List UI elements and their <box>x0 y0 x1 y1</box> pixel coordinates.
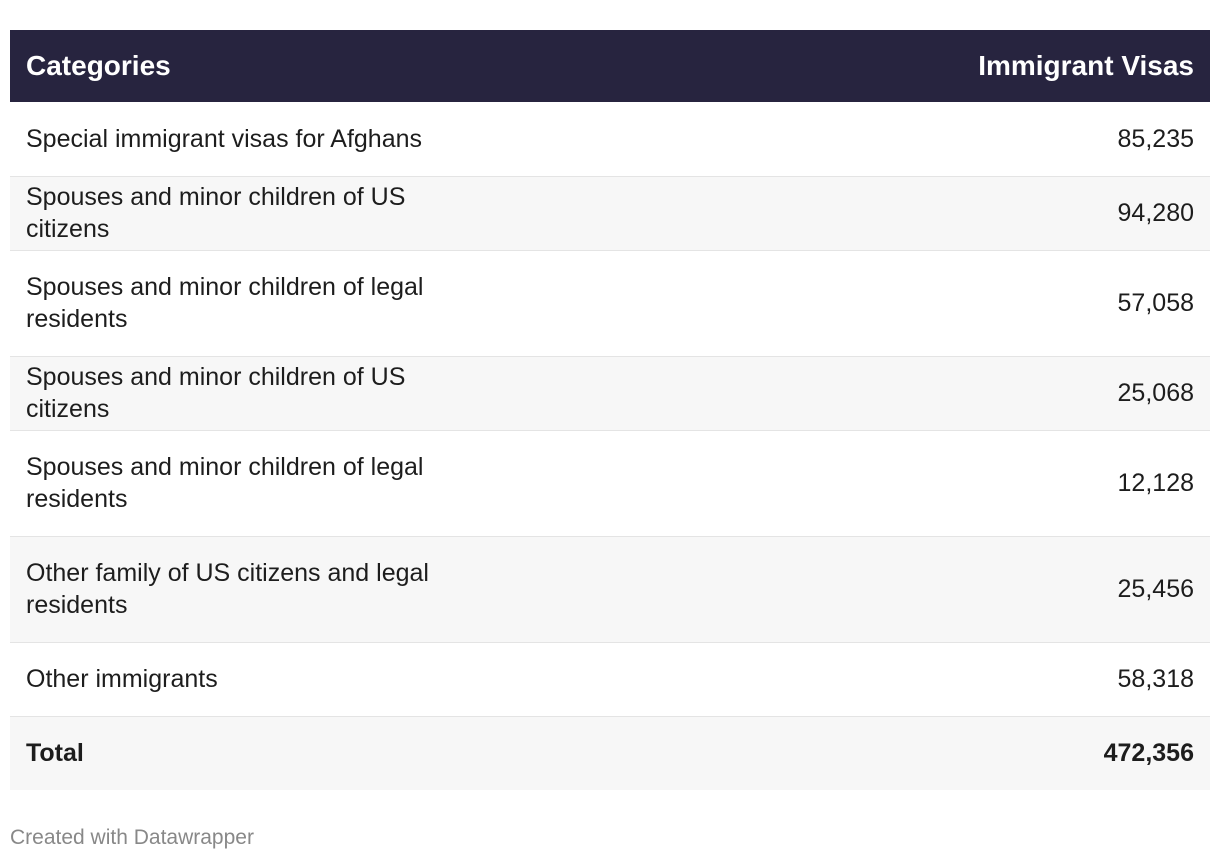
category-text: Spouses and minor children of legal resi… <box>26 453 424 513</box>
category-cell: Spouses and minor children of US citizen… <box>10 176 910 251</box>
total-value: 472,356 <box>910 716 1210 790</box>
value-cell: 25,456 <box>910 536 1210 643</box>
category-text: Other immigrants <box>26 665 218 693</box>
table-row: Spouses and minor children of legal resi… <box>10 250 1210 357</box>
category-text: Spouses and minor children of US citizen… <box>26 363 406 423</box>
value-cell: 25,068 <box>910 356 1210 431</box>
header-row: Categories Immigrant Visas <box>10 30 1210 102</box>
data-table: Categories Immigrant Visas Special immig… <box>10 30 1210 790</box>
table-header: Categories Immigrant Visas <box>10 30 1210 102</box>
value-cell: 58,318 <box>910 642 1210 717</box>
value-cell: 94,280 <box>910 176 1210 251</box>
category-text: Spouses and minor children of legal resi… <box>26 273 424 333</box>
table-row: Spouses and minor children of US citizen… <box>10 356 1210 431</box>
table-row: Spouses and minor children of US citizen… <box>10 176 1210 251</box>
datawrapper-credit[interactable]: Created with Datawrapper <box>10 826 254 849</box>
table-row: Other family of US citizens and legal re… <box>10 536 1210 643</box>
total-label: Total <box>10 716 910 790</box>
table-row: Other immigrants 58,318 <box>10 642 1210 717</box>
column-header-immigrant-visas[interactable]: Immigrant Visas <box>910 30 1210 102</box>
category-cell: Special immigrant visas for Afghans <box>10 102 910 177</box>
category-text: Spouses and minor children of US citizen… <box>26 183 406 243</box>
column-header-categories[interactable]: Categories <box>10 30 910 102</box>
data-table-container: Categories Immigrant Visas Special immig… <box>10 30 1210 790</box>
category-cell: Spouses and minor children of legal resi… <box>10 430 910 537</box>
category-text: Other family of US citizens and legal re… <box>26 559 429 619</box>
category-cell: Spouses and minor children of US citizen… <box>10 356 910 431</box>
category-cell: Spouses and minor children of legal resi… <box>10 250 910 357</box>
total-row: Total 472,356 <box>10 716 1210 790</box>
value-cell: 57,058 <box>910 250 1210 357</box>
table-body: Special immigrant visas for Afghans 85,2… <box>10 102 1210 790</box>
category-cell: Other immigrants <box>10 642 910 717</box>
table-row: Spouses and minor children of legal resi… <box>10 430 1210 537</box>
category-text: Special immigrant visas for Afghans <box>26 124 423 153</box>
category-cell: Other family of US citizens and legal re… <box>10 536 910 643</box>
value-cell: 12,128 <box>910 430 1210 537</box>
value-cell: 85,235 <box>910 102 1210 177</box>
table-row: Special immigrant visas for Afghans 85,2… <box>10 102 1210 177</box>
